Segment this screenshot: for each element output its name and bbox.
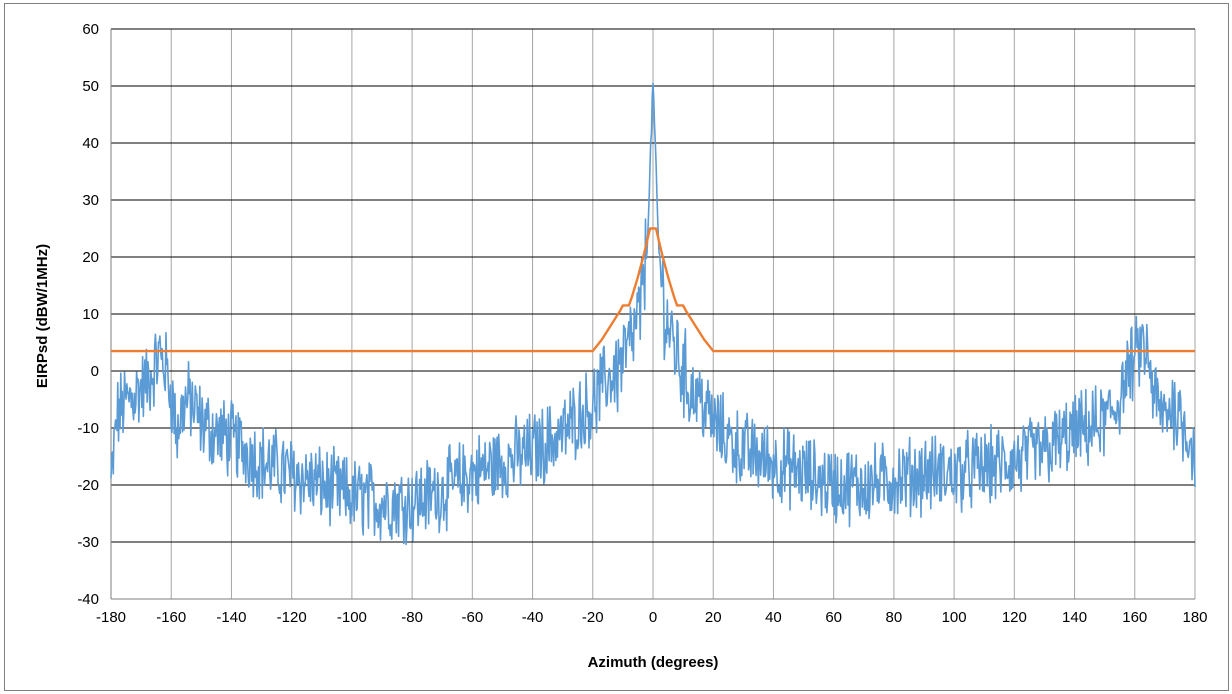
grid-layer [110,28,1196,600]
y-tick-label: -30 [77,534,99,551]
y-tick-label: -40 [77,591,99,608]
x-tick-label: -80 [401,609,423,626]
x-tick-label: -100 [337,609,367,626]
eirp-series-line [110,82,1196,546]
x-tick-label: -180 [96,609,126,626]
x-tick-label: -60 [461,609,483,626]
y-axis-ticks: -40 -30 -20 -10 0 10 20 30 40 50 60 [77,21,99,608]
x-tick-label: 20 [705,609,722,626]
x-tick-label: 100 [942,609,967,626]
chart-svg: -180 -160 -140 -120 -100 -80 -60 -40 -20 0 20 40 60 8… [34,21,1208,671]
y-tick-label: 50 [82,78,99,95]
series-layer [110,82,1196,546]
y-tick-label: 40 [82,135,99,152]
x-tick-label: -20 [582,609,604,626]
y-tick-label: -10 [77,420,99,437]
chart-frame: -180 -160 -140 -120 -100 -80 -60 -40 -20 0 20 40 60 8… [4,3,1229,691]
x-tick-label: 140 [1062,609,1087,626]
y-tick-label: -20 [77,477,99,494]
x-tick-label: 160 [1122,609,1147,626]
x-tick-label: -140 [216,609,246,626]
x-tick-label: -40 [522,609,544,626]
y-axis-title: EIRPsd (dBW/1MHz) [34,244,51,388]
y-tick-label: 60 [82,21,99,38]
mask-series-line [111,227,1195,353]
y-tick-label: 20 [82,249,99,266]
x-tick-label: 40 [765,609,782,626]
x-axis-title: Azimuth (degrees) [588,654,719,671]
x-tick-label: 180 [1182,609,1207,626]
y-tick-label: 10 [82,306,99,323]
y-tick-label: 30 [82,192,99,209]
y-tick-label: 0 [91,363,99,380]
x-tick-label: -120 [277,609,307,626]
x-tick-label: 120 [1002,609,1027,626]
x-tick-label: 80 [886,609,903,626]
x-tick-label: -160 [156,609,186,626]
x-tick-label: 60 [825,609,842,626]
x-axis-ticks: -180 -160 -140 -120 -100 -80 -60 -40 -20 0 20 40 60 8… [96,609,1208,626]
x-tick-label: 0 [649,609,657,626]
